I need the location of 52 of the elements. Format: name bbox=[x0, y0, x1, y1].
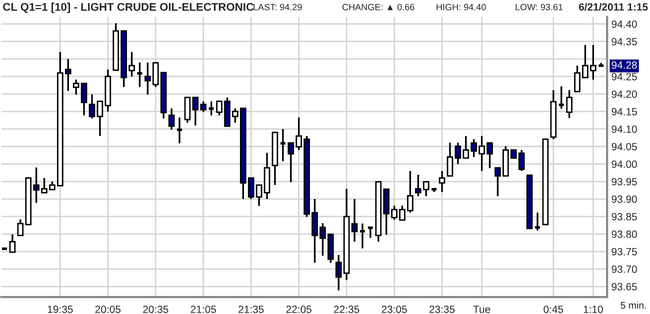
x-tick-label: 19:35 bbox=[48, 306, 73, 314]
x-tick-label: 20:35 bbox=[143, 306, 168, 314]
candlestick bbox=[279, 128, 287, 162]
text: CHANGE: ▲ 0.66 bbox=[342, 4, 414, 10]
y-tick-label: 94.05 bbox=[612, 142, 637, 150]
x-tick-label: 23:35 bbox=[430, 306, 455, 314]
y-tick-label: 93.65 bbox=[612, 283, 637, 290]
candlestick bbox=[80, 82, 88, 116]
candlestick bbox=[558, 85, 566, 110]
candlestick bbox=[88, 93, 96, 120]
y-tick-label: 93.85 bbox=[612, 213, 637, 220]
candlestick bbox=[136, 62, 144, 88]
y-tick-label: 93.90 bbox=[612, 196, 637, 203]
annotation: 94.28 bbox=[612, 61, 637, 69]
candlestick bbox=[351, 198, 358, 243]
x-tick-label: 22:05 bbox=[286, 306, 312, 314]
x-tick-label: 20:05 bbox=[95, 306, 120, 314]
x-tick-label: 23:05 bbox=[382, 306, 407, 314]
y-tick-label: 94.10 bbox=[612, 125, 637, 133]
x-tick-label: 22:35 bbox=[334, 306, 360, 314]
candlestick bbox=[208, 100, 216, 116]
y-tick-label: 93.70 bbox=[612, 266, 637, 273]
y-tick-label: 93.80 bbox=[612, 230, 637, 238]
candlestick bbox=[9, 234, 16, 254]
candlestick bbox=[566, 89, 572, 119]
x-axis-title: 5 min. bbox=[620, 302, 646, 309]
y-tick-label: 94.40 bbox=[612, 20, 637, 28]
x-tick-label: 21:35 bbox=[238, 306, 264, 314]
x-tick-label: 1:10 bbox=[584, 306, 603, 314]
text: LAST: 94.29 bbox=[254, 4, 302, 10]
text: 6/21/2011 1:15 bbox=[578, 2, 648, 11]
candlestick bbox=[72, 78, 80, 96]
candlestick bbox=[168, 108, 175, 131]
chart-title: CL Q1=1 [10] - LIGHT CRUDE OIL-ELECTRONIC bbox=[3, 2, 254, 14]
candlestick bbox=[438, 170, 446, 193]
y-tick-label: 93.95 bbox=[612, 178, 637, 186]
x-tick-label: 21:05 bbox=[190, 306, 216, 314]
y-tick-label: 94.00 bbox=[612, 160, 637, 168]
y-tick-label: 94.20 bbox=[612, 90, 637, 98]
candlestick bbox=[176, 116, 184, 144]
y-tick-label: 94.35 bbox=[612, 38, 637, 46]
candlestick bbox=[358, 222, 366, 250]
candlestick bbox=[534, 212, 542, 232]
text: LOW: 93.61 bbox=[516, 4, 563, 10]
x-tick-label: 0:45 bbox=[544, 306, 564, 314]
y-tick-label: 94.25 bbox=[612, 72, 637, 80]
text: HIGH: 94.40 bbox=[436, 4, 486, 10]
x-tick-label: Tue bbox=[473, 306, 490, 314]
y-tick-label: 94.15 bbox=[612, 108, 637, 116]
candlestick bbox=[446, 142, 454, 177]
candlestick bbox=[366, 226, 374, 239]
y-tick-label: 93.75 bbox=[612, 248, 637, 256]
